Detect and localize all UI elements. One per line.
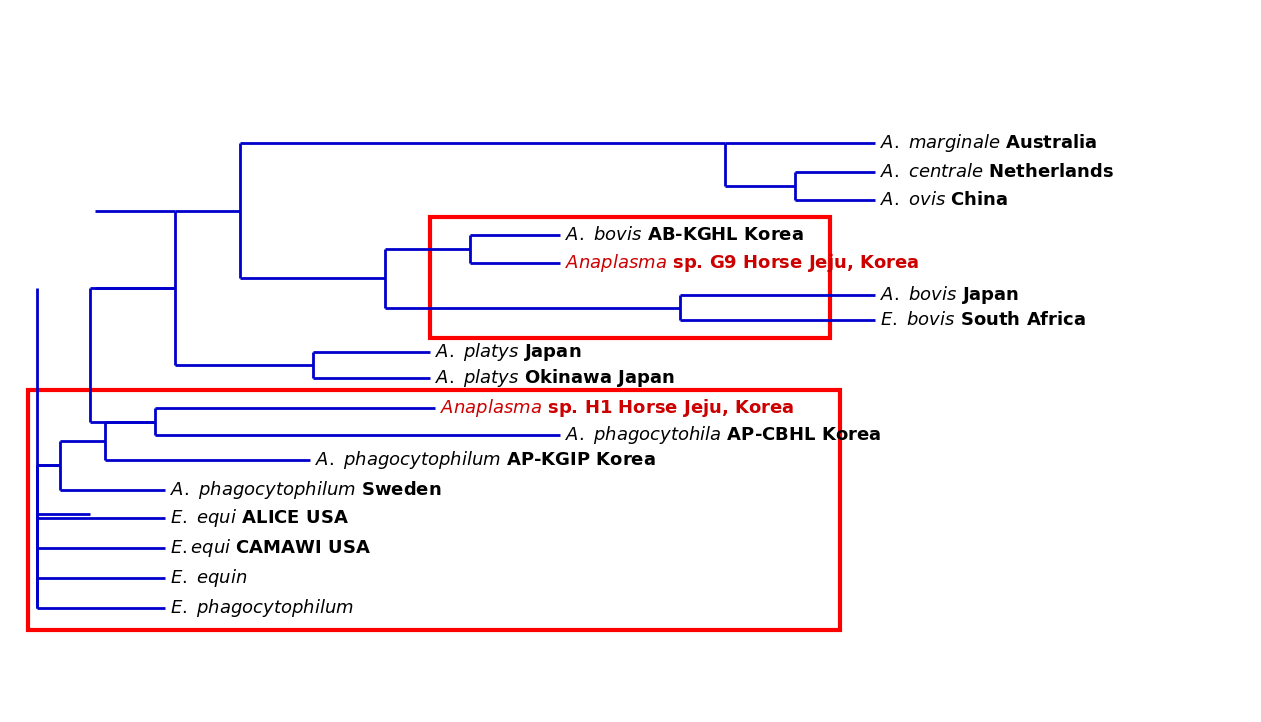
Text: $\it{A.\ ovis}$ China: $\it{A.\ ovis}$ China: [880, 191, 1009, 209]
Text: $\it{E.\ equi}$ ALICE USA: $\it{E.\ equi}$ ALICE USA: [170, 507, 349, 529]
Text: $\it{Anaplasma}$ sp. H1 Horse Jeju, Korea: $\it{Anaplasma}$ sp. H1 Horse Jeju, Kore…: [440, 397, 794, 419]
Text: $\it{E.equi}$ CAMAWI USA: $\it{E.equi}$ CAMAWI USA: [170, 537, 371, 559]
Text: $\it{A.\ platys}$ Japan: $\it{A.\ platys}$ Japan: [435, 341, 581, 363]
Text: $\it{A.\ phagocytophilum}$ AP-KGIP Korea: $\it{A.\ phagocytophilum}$ AP-KGIP Korea: [315, 449, 656, 471]
Text: $\it{E.\ bovis}$ South Africa: $\it{E.\ bovis}$ South Africa: [880, 311, 1086, 329]
Bar: [28, 390, 840, 630]
Text: $\it{E.\ phagocytophilum}$: $\it{E.\ phagocytophilum}$: [170, 597, 354, 619]
Text: $\it{A.\ phagocytohila}$ AP-CBHL Korea: $\it{A.\ phagocytohila}$ AP-CBHL Korea: [565, 424, 881, 446]
Text: $\it{Anaplasma}$ sp. G9 Horse Jeju, Korea: $\it{Anaplasma}$ sp. G9 Horse Jeju, Kore…: [565, 252, 919, 274]
Text: $\it{A.\ centrale}$ Netherlands: $\it{A.\ centrale}$ Netherlands: [880, 163, 1113, 181]
Bar: [430, 217, 830, 338]
Text: $\it{A.\ bovis}$ Japan: $\it{A.\ bovis}$ Japan: [880, 284, 1019, 306]
Text: $\it{A.\ bovis}$ AB-KGHL Korea: $\it{A.\ bovis}$ AB-KGHL Korea: [565, 226, 803, 244]
Text: $\it{A.\ phagocytophilum}$ Sweden: $\it{A.\ phagocytophilum}$ Sweden: [170, 479, 441, 501]
Text: $\it{A.\ platys}$ Okinawa Japan: $\it{A.\ platys}$ Okinawa Japan: [435, 367, 675, 389]
Text: $\it{A.\ marginale}$ Australia: $\it{A.\ marginale}$ Australia: [880, 132, 1097, 154]
Text: $\it{E.\ equin}$: $\it{E.\ equin}$: [170, 567, 247, 589]
